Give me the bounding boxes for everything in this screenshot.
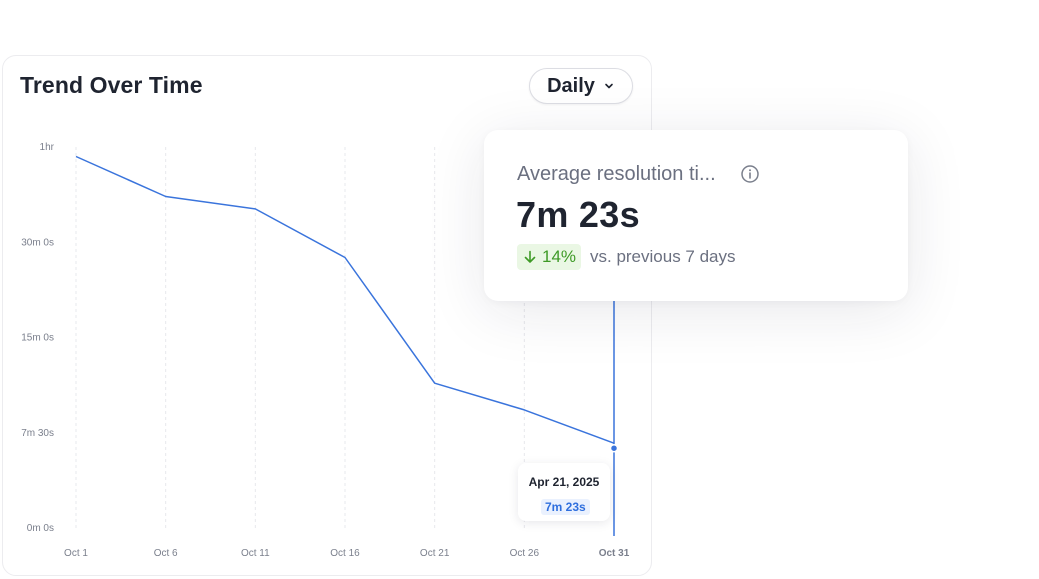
series-line [75,155,615,444]
x-tick-label: Oct 1 [64,548,88,559]
highlight-point[interactable] [609,443,619,453]
change-value: 14% [542,247,577,266]
arrow-down-icon [524,250,536,263]
x-tick-label: Oct 26 [510,548,540,559]
x-tick-label: Oct 21 [420,548,450,559]
tooltip-value: 7m 23s [541,499,590,515]
y-tick-label: 15m 0s [21,333,54,344]
y-tick-label: 30m 0s [21,237,54,248]
chevron-down-icon [605,83,613,89]
y-tick-label: 7m 30s [21,428,54,439]
change-badge: 14% [517,244,582,270]
chart-tooltip: Apr 21, 2025 7m 23s [518,463,610,521]
y-tick-label: 0m 0s [27,523,54,534]
stat-label: Average resolution ti... [517,163,716,185]
period-dropdown[interactable]: Daily [529,68,633,104]
stat-card: Average resolution ti... 7m 23s 14% vs. … [484,130,908,301]
comparison-text: vs. previous 7 days [590,247,736,266]
y-tick-label: 1hr [40,142,55,153]
x-tick-label: Oct 6 [154,548,178,559]
stat-value: 7m 23s [516,194,640,235]
period-dropdown-label: Daily [547,74,595,97]
info-icon[interactable] [740,164,760,184]
x-tick-label: Oct 31 [599,548,630,559]
x-tick-label: Oct 16 [330,548,360,559]
tooltip-date: Apr 21, 2025 [528,475,600,489]
x-tick-label: Oct 11 [241,548,270,559]
card-title: Trend Over Time [20,72,203,98]
